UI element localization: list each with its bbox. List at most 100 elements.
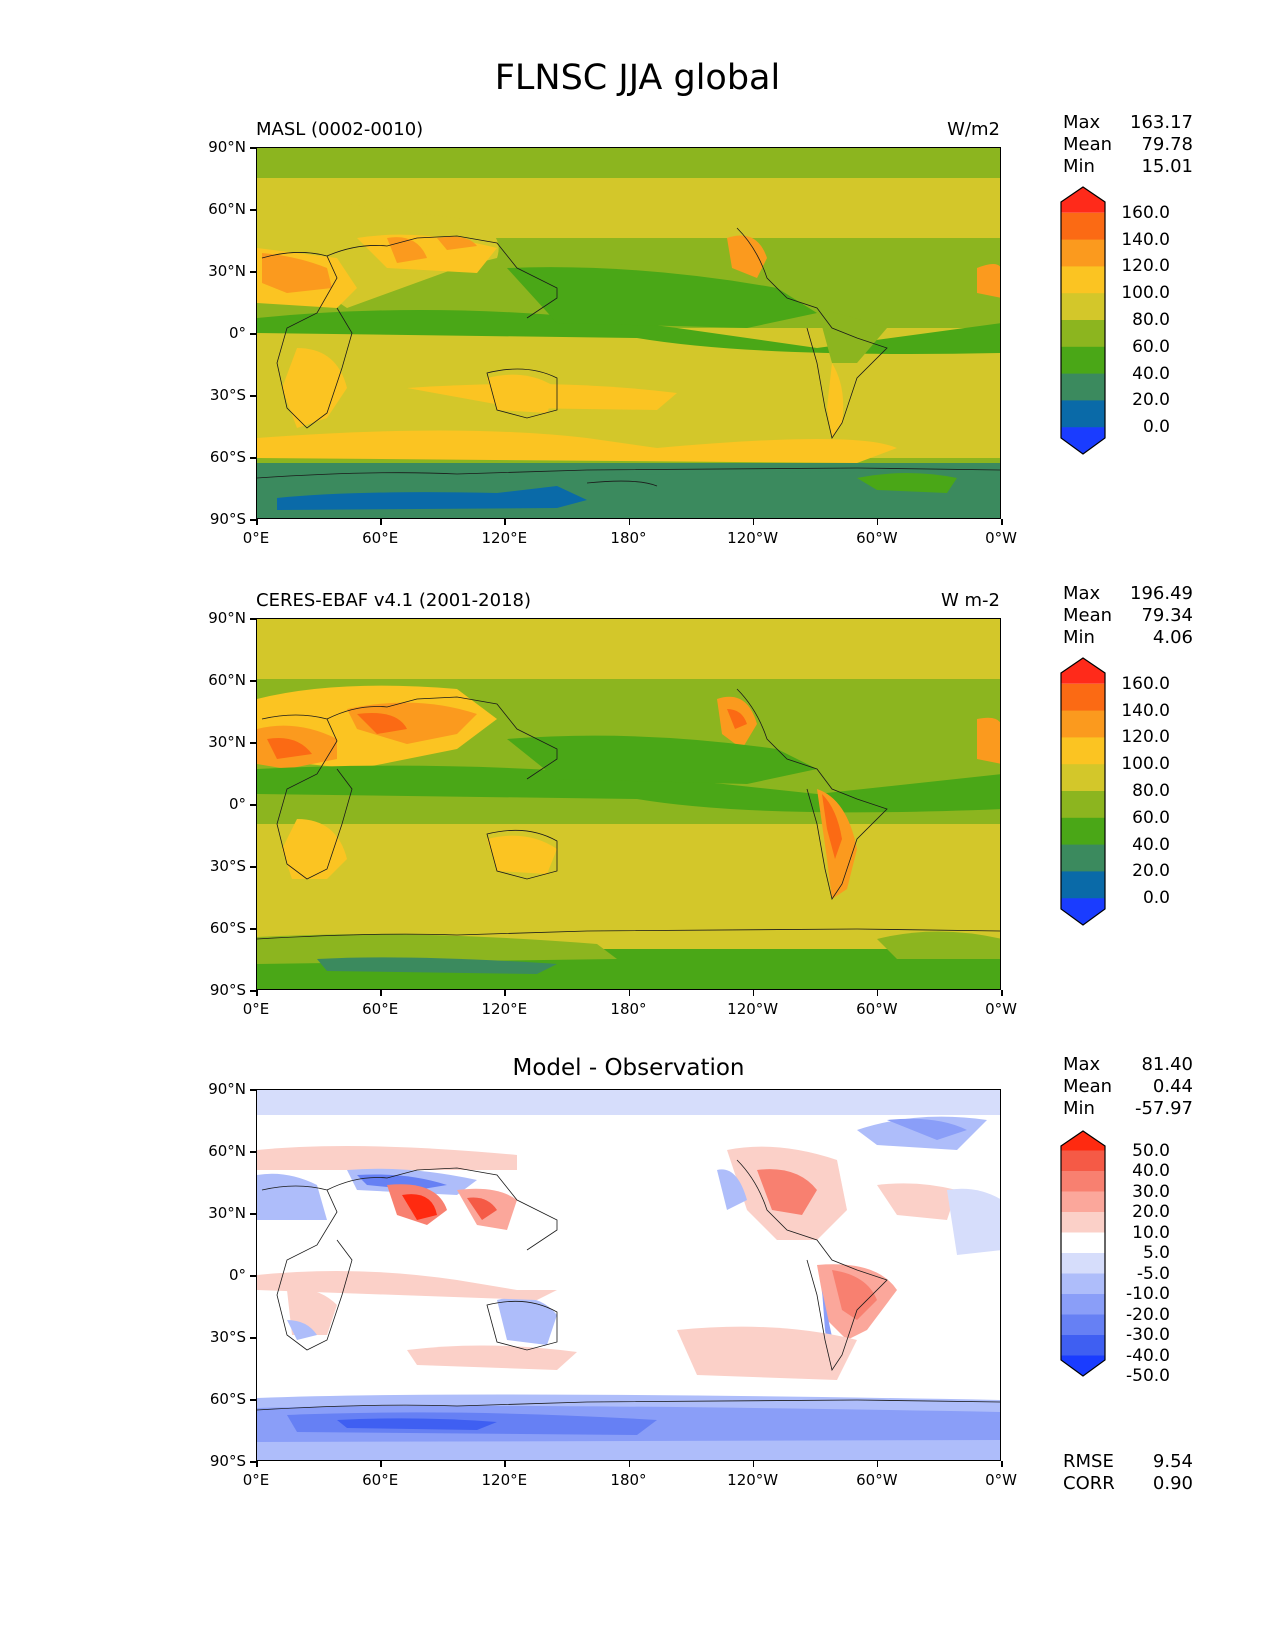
- colorbar-segment: [1061, 1191, 1105, 1213]
- stat-value: 0.44: [1152, 1076, 1193, 1097]
- colorbar-label: 20.0: [1132, 861, 1170, 882]
- stat-label: Max: [1063, 1054, 1101, 1075]
- lat-tick-label: 60°S: [209, 448, 246, 466]
- lon-tick: [628, 519, 630, 525]
- colorbar-segment: [1061, 1314, 1105, 1336]
- stat-label: Mean: [1063, 605, 1113, 626]
- lat-tick-label: 0°: [228, 1266, 246, 1284]
- colorbar-label: -5.0: [1136, 1263, 1170, 1284]
- colorbar-label: 160.0: [1121, 202, 1170, 223]
- lat-tick: [250, 209, 256, 211]
- map-difference: [256, 1089, 1001, 1461]
- lat-tick: [250, 519, 256, 521]
- lon-tick: [256, 1461, 258, 1467]
- metric-row: RMSE 9.54: [1063, 1451, 1193, 1473]
- stat-row: Min 15.01: [1063, 156, 1193, 178]
- stat-label: Min: [1063, 1098, 1095, 1119]
- lat-tick: [250, 147, 256, 149]
- lon-tick-label: 120°W: [727, 529, 779, 547]
- lon-tick: [752, 1461, 755, 1467]
- colorbar-segment: [1061, 1294, 1105, 1315]
- colorbar-label: 80.0: [1132, 310, 1170, 330]
- lat-tick-label: 60°N: [208, 671, 246, 689]
- stat-label: Min: [1063, 627, 1095, 648]
- lon-tick-label: 60°E: [362, 1471, 399, 1489]
- colorbar: [1060, 657, 1106, 926]
- colorbar-label: 140.0: [1121, 700, 1170, 721]
- colorbar-segment: [1061, 239, 1105, 267]
- panel-difference: Model - Observation: [0, 1054, 1275, 1529]
- lat-tick-label: 90°S: [209, 1452, 246, 1470]
- stat-row: Max 196.49: [1063, 583, 1193, 605]
- lat-tick-label: 90°N: [208, 138, 246, 156]
- colorbar: [1060, 1130, 1106, 1377]
- colorbar-label: 20.0: [1132, 1202, 1170, 1222]
- stat-label: Mean: [1063, 1076, 1113, 1097]
- lat-tick: [250, 457, 256, 459]
- lon-tick: [256, 990, 258, 996]
- map-left-title: CERES-EBAF v4.1 (2001-2018): [256, 590, 532, 611]
- colorbar-label: 60.0: [1132, 336, 1170, 357]
- colorbar-segment: [1061, 1355, 1105, 1376]
- colorbar-segment: [1061, 293, 1105, 321]
- colorbar-segment: [1061, 871, 1105, 899]
- figure-title: FLNSC JJA global: [494, 58, 781, 98]
- colorbar-segment: [1061, 1171, 1105, 1192]
- lat-tick-label: 30°N: [208, 733, 246, 751]
- lat-tick: [250, 1151, 256, 1153]
- colorbar-segment: [1061, 844, 1105, 872]
- colorbar-outline: [1060, 657, 1106, 926]
- colorbar-label: 60.0: [1132, 807, 1170, 828]
- metrics-block: RMSE 9.54 CORR 0.90: [1063, 1451, 1193, 1495]
- lat-tick: [250, 680, 256, 682]
- lon-tick-label: 120°W: [727, 1000, 779, 1018]
- lat-tick-label: 30°S: [209, 386, 246, 404]
- lat-tick-label: 30°S: [209, 1328, 246, 1346]
- lat-tick: [250, 271, 256, 273]
- stat-row: Min 4.06: [1063, 627, 1193, 649]
- colorbar-label: 120.0: [1121, 256, 1170, 277]
- lon-tick-label: 60°W: [856, 1471, 898, 1489]
- stat-value: -57.97: [1134, 1098, 1193, 1119]
- map-model: [256, 147, 1001, 519]
- colorbar-outline: [1060, 1130, 1106, 1377]
- stat-value: 4.06: [1152, 627, 1193, 648]
- lon-tick-label: 120°W: [727, 1471, 779, 1489]
- lon-tick: [504, 519, 506, 525]
- lon-tick-label: 120°E: [481, 529, 528, 547]
- lon-tick-label: 180°: [610, 1471, 647, 1489]
- lon-tick: [380, 519, 382, 525]
- colorbar-segment: [1061, 898, 1105, 925]
- colorbar-segment: [1061, 266, 1105, 294]
- stat-value: 15.01: [1141, 156, 1193, 177]
- lon-tick-label: 0°W: [985, 1000, 1017, 1018]
- colorbar-label: 80.0: [1132, 781, 1170, 801]
- metric-label: RMSE: [1063, 1451, 1114, 1472]
- colorbar-segment: [1061, 187, 1105, 213]
- lon-tick-label: 60°E: [362, 529, 399, 547]
- lon-tick: [752, 519, 755, 525]
- lat-tick-label: 60°N: [208, 1142, 246, 1160]
- lon-tick: [628, 1461, 630, 1467]
- lat-tick-label: 90°S: [209, 510, 246, 528]
- colorbar-segment: [1061, 1232, 1105, 1254]
- colorbar-label: 0.0: [1142, 417, 1170, 438]
- lon-tick: [380, 990, 382, 996]
- lon-tick: [256, 519, 258, 525]
- lon-tick-label: 60°E: [362, 1000, 399, 1018]
- colorbar-segment: [1061, 764, 1105, 792]
- lon-tick-label: 0°E: [242, 1471, 270, 1489]
- lat-tick: [250, 804, 256, 806]
- stat-value: 163.17: [1130, 112, 1193, 133]
- colorbar-segment: [1061, 427, 1105, 454]
- stats-block: Max 81.40 Mean 0.44 Min -57.97: [1063, 1054, 1193, 1120]
- lat-tick: [250, 928, 256, 930]
- panel-observation: CERES-EBAF v4.1 (2001-2018) W m-2: [0, 583, 1275, 1058]
- lon-tick-label: 0°W: [985, 529, 1017, 547]
- colorbar-label: 140.0: [1121, 229, 1170, 250]
- lon-tick: [1001, 990, 1003, 996]
- lon-tick-label: 60°W: [856, 529, 898, 547]
- colorbar: [1060, 186, 1106, 455]
- lat-tick: [250, 618, 256, 620]
- colorbar-segment: [1061, 1131, 1105, 1151]
